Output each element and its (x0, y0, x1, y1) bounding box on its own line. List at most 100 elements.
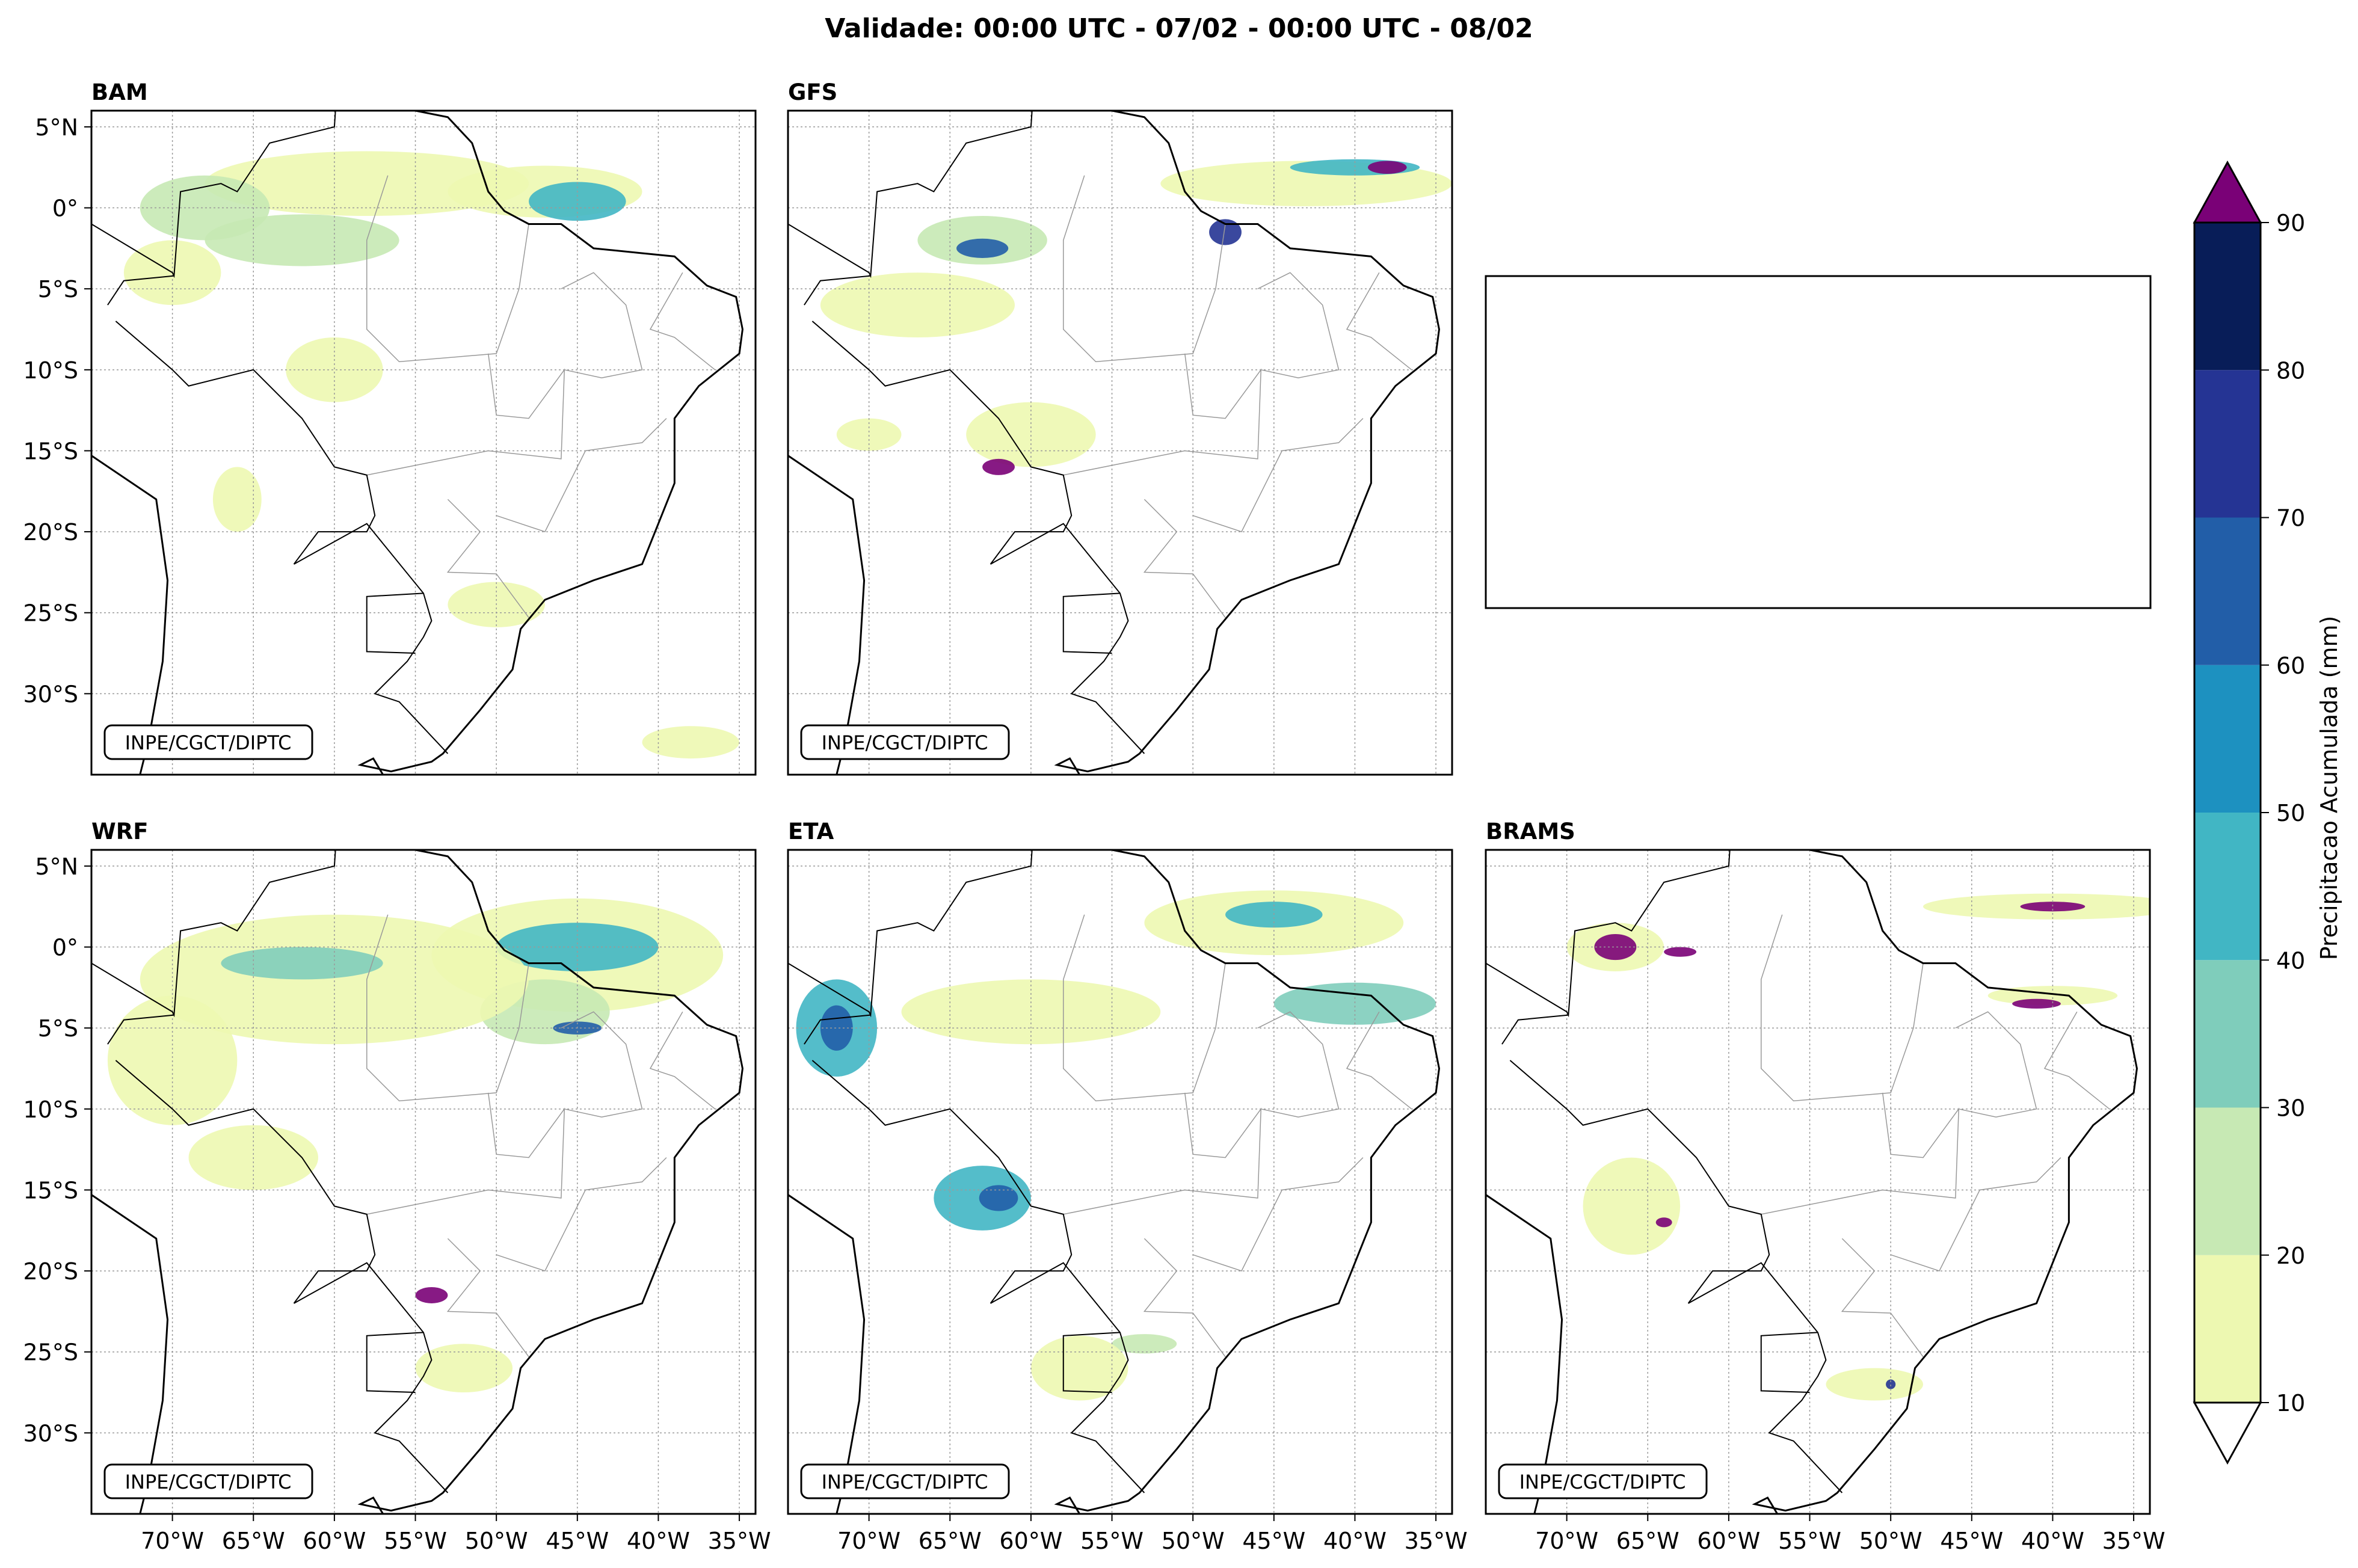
country-border (1509, 1060, 1770, 1304)
colorbar-segment (2194, 517, 2261, 665)
lon-tick-label: 60°W (999, 1528, 1062, 1554)
country-border (115, 1060, 376, 1304)
state-border (1346, 1011, 1412, 1110)
coastline (91, 850, 743, 1514)
credit-box: INPE/CGCT/DIPTC (103, 1463, 313, 1499)
state-border (1761, 914, 1924, 1102)
country-border (804, 275, 871, 306)
colorbar-extend-min (2193, 1401, 2262, 1465)
lat-tick-label: 20°S (23, 1258, 78, 1285)
precip-area (415, 1287, 448, 1303)
state-border (1143, 499, 1226, 618)
credit-box: INPE/CGCT/DIPTC (800, 1463, 1010, 1499)
lon-tick-label: 40°W (1323, 1528, 1387, 1554)
coastline (788, 111, 1440, 775)
lat-tick-label: 10°S (23, 357, 78, 384)
precip-area (205, 151, 529, 217)
colorbar-tick-label: 80 (2276, 357, 2305, 384)
lon-tick-label: 65°W (222, 1528, 285, 1554)
credit-text: INPE/CGCT/DIPTC (125, 1471, 292, 1493)
lon-tick-label: 50°W (1162, 1528, 1225, 1554)
colorbar-segment (2194, 370, 2261, 518)
country-border (804, 1014, 871, 1045)
colorbar-segment (2194, 1107, 2261, 1255)
lon-tick-label: 50°W (465, 1528, 528, 1554)
country-border (1688, 1262, 1843, 1493)
lat-tick-label: 30°S (23, 681, 78, 707)
state-border (649, 272, 716, 370)
colorbar-segment (2194, 223, 2261, 370)
empty-panel-frame (1485, 275, 2152, 609)
precip-area (1664, 947, 1697, 957)
state-border (1346, 272, 1412, 370)
state-border (1890, 1157, 2061, 1272)
precip-area (1273, 982, 1436, 1025)
map-background (788, 111, 1452, 775)
country-border (1062, 1332, 1121, 1394)
credit-box: INPE/CGCT/DIPTC (800, 724, 1010, 760)
state-border (446, 1238, 529, 1357)
lon-tick-label: 60°W (1697, 1528, 1760, 1554)
precip-area (1583, 1157, 1681, 1255)
precip-area (956, 238, 1009, 259)
country-border (107, 275, 174, 306)
state-border (496, 1157, 667, 1272)
credit-box: INPE/CGCT/DIPTC (1498, 1463, 1708, 1499)
country-border (1486, 850, 1731, 1018)
lat-tick-label: 15°S (23, 438, 78, 464)
precip-area (820, 1005, 853, 1051)
lon-tick-label: 60°W (303, 1528, 366, 1554)
lon-tick-label: 35°W (2102, 1528, 2166, 1554)
colorbar-tick-label: 30 (2276, 1095, 2305, 1122)
lat-tick-label: 5°S (38, 276, 78, 303)
precip-area (212, 467, 262, 532)
state-border (1192, 1157, 1364, 1272)
state-border (1192, 418, 1364, 533)
state-border (1063, 914, 1226, 1102)
colorbar-tick-label: 40 (2276, 947, 2305, 974)
colorbar-label: Precipitacao Acumulada (mm) (2316, 616, 2342, 961)
state-border (496, 418, 667, 533)
lon-tick-label: 50°W (1859, 1528, 1922, 1554)
lat-tick-label: 25°S (23, 600, 78, 627)
precip-area (415, 1344, 513, 1393)
country-border (294, 523, 449, 754)
precip-area (1655, 1217, 1672, 1228)
state-border (1257, 272, 1340, 379)
precip-area (1367, 161, 1407, 174)
credit-box: INPE/CGCT/DIPTC (103, 724, 313, 760)
country-border (1062, 592, 1121, 654)
colorbar-tick-label: 60 (2276, 653, 2305, 679)
map-panel-eta: ETA INPE/CGCT/DIPTC 70°W 65°W 60°W 55°W 50°W 45… (787, 819, 1468, 1554)
figure-title: Validade: 00:00 UTC - 07/02 - 00:00 UTC … (825, 13, 1533, 44)
country-border (294, 1262, 449, 1493)
precip-area (642, 726, 740, 759)
lon-tick-label: 65°W (919, 1528, 982, 1554)
precip-area (979, 1185, 1018, 1211)
precip-area (1886, 1379, 1896, 1389)
state-border (1143, 1238, 1226, 1357)
lat-tick-label: 5°N (35, 114, 78, 141)
panel-title: GFS (788, 79, 837, 105)
country-border (811, 321, 1073, 565)
colorbar-segment (2194, 1255, 2261, 1403)
country-border (366, 1332, 424, 1394)
precip-area (982, 458, 1015, 475)
state-border (1257, 1011, 1340, 1118)
precip-area (836, 418, 902, 451)
coastline (1486, 850, 2138, 1514)
credit-text: INPE/CGCT/DIPTC (822, 731, 988, 754)
state-border (366, 914, 529, 1102)
lon-tick-label: 40°W (627, 1528, 690, 1554)
lat-tick-label: 30°S (23, 1420, 78, 1447)
map-frame (1485, 849, 2151, 1515)
map-panels: BAM INPE/CGCT/DIPTC 5°N 0° 5°S 10°S 15°S 20°S 25… (23, 79, 2166, 1554)
colorbar-extend-max (2193, 160, 2262, 224)
lon-tick-label: 55°W (1080, 1528, 1144, 1554)
country-border (91, 111, 336, 278)
lon-tick-label: 55°W (384, 1528, 447, 1554)
precip-area (1209, 219, 1242, 245)
precip-area (529, 182, 626, 221)
state-border (2043, 1011, 2110, 1110)
